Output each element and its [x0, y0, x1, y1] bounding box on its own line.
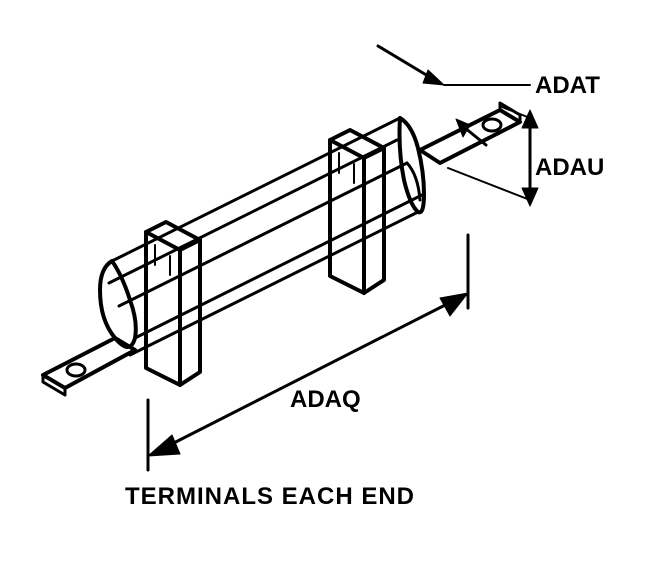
technical-diagram: ADAT ADAU ADAQ TERMINALS EACH END [0, 0, 661, 569]
adaq-label: ADAQ [290, 386, 361, 414]
diagram-caption: TERMINALS EACH END [125, 483, 415, 511]
adat-label: ADAT [535, 72, 600, 100]
adau-label: ADAU [535, 154, 604, 182]
